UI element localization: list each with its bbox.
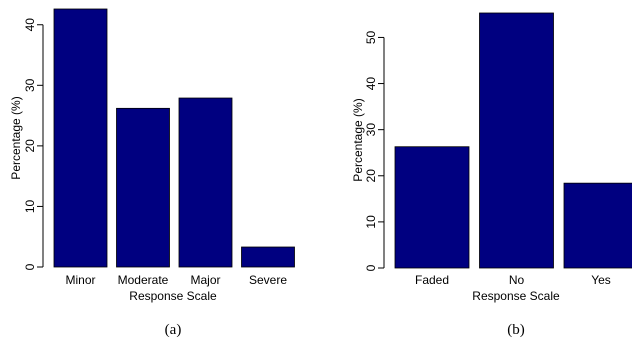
x-tick-label: No — [509, 273, 525, 287]
bar-minor — [53, 8, 108, 268]
y-tick-label: 0 — [364, 264, 378, 271]
y-tick-label: 40 — [23, 18, 37, 32]
x-tick-label: Faded — [415, 273, 449, 287]
x-axis-title: Response Scale — [129, 289, 217, 303]
bar-no — [479, 12, 554, 269]
y-tick-label: 10 — [364, 215, 378, 229]
y-tick-label: 30 — [23, 78, 37, 92]
chart-b: 0 10 20 30 40 50 Faded No Yes Response Scale Perce… — [351, 12, 632, 338]
x-tick-label: Yes — [591, 273, 611, 287]
x-tick-label: Minor — [65, 273, 95, 287]
chart-a: 0 10 20 30 40 Minor Moderate Major Severe Respons… — [9, 8, 295, 338]
bar-moderate — [116, 107, 170, 268]
y-tick-label: 20 — [23, 139, 37, 153]
x-tick-label: Severe — [249, 273, 287, 287]
y-axis-title: Percentage (%) — [351, 98, 365, 181]
bar-faded — [394, 146, 470, 269]
y-tick-label: 10 — [23, 199, 37, 213]
y-tick-label: 0 — [23, 263, 37, 270]
x-axis-title: Response Scale — [472, 289, 560, 303]
y-tick-label: 50 — [364, 30, 378, 44]
bar-major — [178, 97, 233, 268]
x-tick-label: Moderate — [118, 273, 169, 287]
bar-severe — [241, 246, 295, 268]
y-tick-label: 40 — [364, 77, 378, 91]
y-axis-title: Percentage (%) — [9, 96, 23, 179]
x-tick-label: Major — [190, 273, 220, 287]
y-tick-label: 30 — [364, 123, 378, 137]
panel-caption: (a) — [165, 322, 182, 338]
panel-caption: (b) — [507, 322, 525, 338]
y-tick-label: 20 — [364, 169, 378, 183]
bar-yes — [563, 182, 632, 269]
